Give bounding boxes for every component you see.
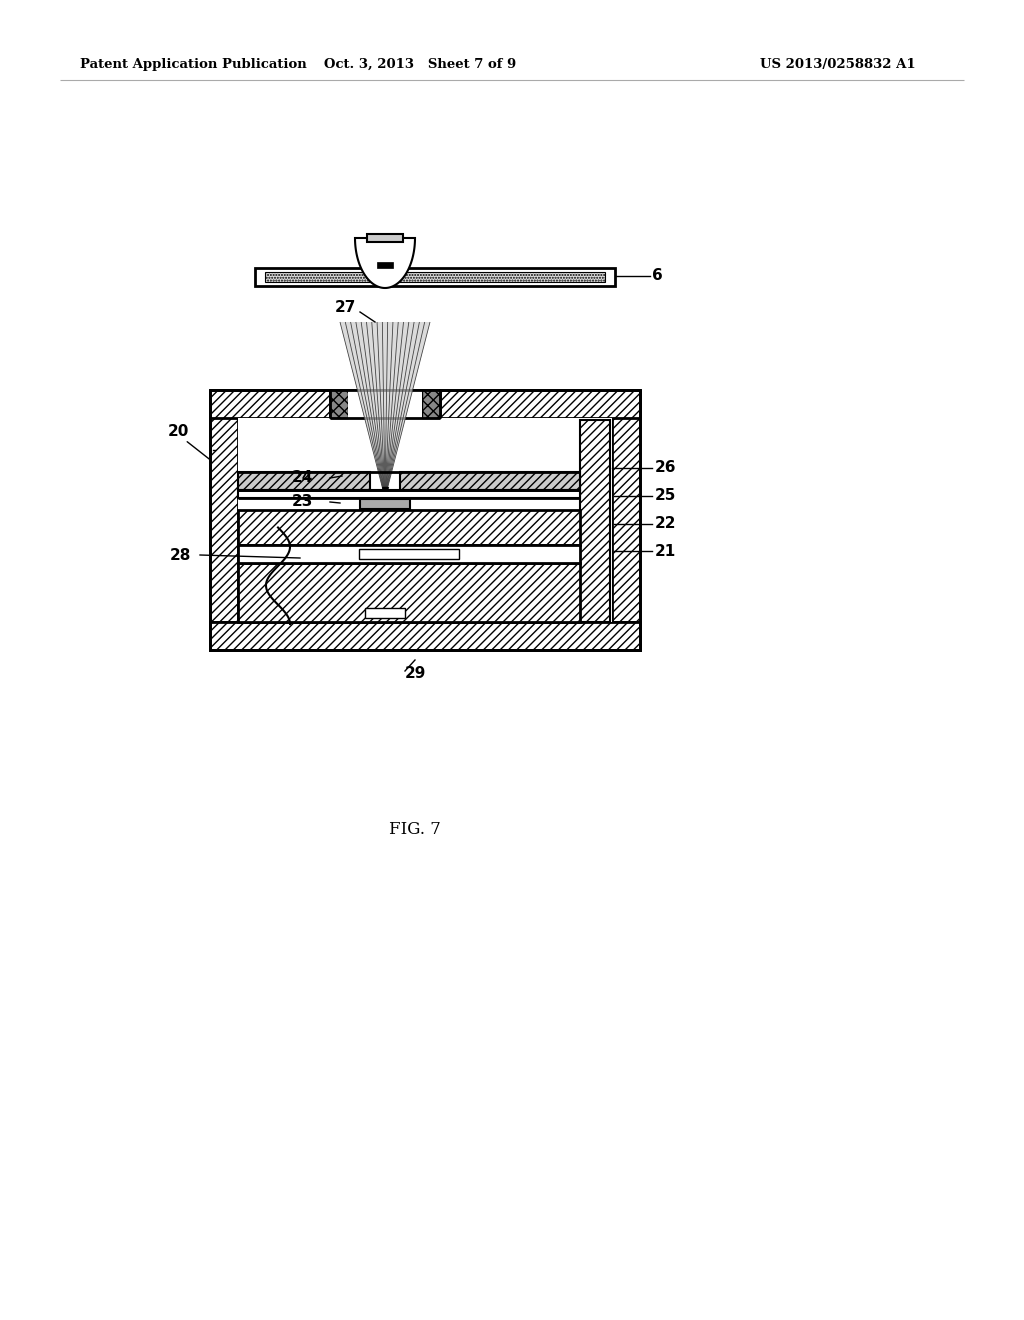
Text: 28: 28 <box>170 548 191 562</box>
Bar <box>238 418 612 622</box>
Bar <box>365 609 406 618</box>
Text: 27: 27 <box>335 301 356 315</box>
Bar <box>255 268 615 286</box>
Bar <box>400 473 580 490</box>
Text: US 2013/0258832 A1: US 2013/0258832 A1 <box>760 58 915 71</box>
Text: 20: 20 <box>168 425 189 440</box>
Bar <box>360 499 410 510</box>
Text: FIG. 7: FIG. 7 <box>389 821 441 838</box>
Bar <box>238 473 370 490</box>
Text: 25: 25 <box>655 488 677 503</box>
Bar <box>265 272 605 282</box>
Text: 29: 29 <box>406 665 426 681</box>
Bar <box>238 418 580 622</box>
Bar <box>330 389 348 418</box>
Text: Oct. 3, 2013   Sheet 7 of 9: Oct. 3, 2013 Sheet 7 of 9 <box>324 58 516 71</box>
Bar <box>440 389 640 418</box>
Bar <box>210 389 330 418</box>
Bar <box>238 510 580 545</box>
Bar <box>367 234 403 242</box>
Bar <box>359 549 459 558</box>
Text: 21: 21 <box>655 544 676 558</box>
Bar <box>348 389 422 418</box>
Text: Patent Application Publication: Patent Application Publication <box>80 58 307 71</box>
Bar <box>210 622 640 649</box>
Bar <box>238 545 580 564</box>
Bar <box>210 622 640 649</box>
Text: 26: 26 <box>655 461 677 475</box>
Text: 24: 24 <box>292 470 313 486</box>
Bar <box>238 564 580 622</box>
Text: 6: 6 <box>652 268 663 284</box>
Bar <box>580 420 610 622</box>
Text: 22: 22 <box>655 516 677 532</box>
Bar <box>238 490 580 498</box>
Polygon shape <box>340 322 430 490</box>
Bar <box>377 261 393 268</box>
Bar <box>370 238 400 268</box>
Bar <box>210 389 238 649</box>
Bar <box>612 389 640 649</box>
Bar <box>422 389 440 418</box>
Text: 23: 23 <box>292 495 313 510</box>
Polygon shape <box>355 238 415 288</box>
